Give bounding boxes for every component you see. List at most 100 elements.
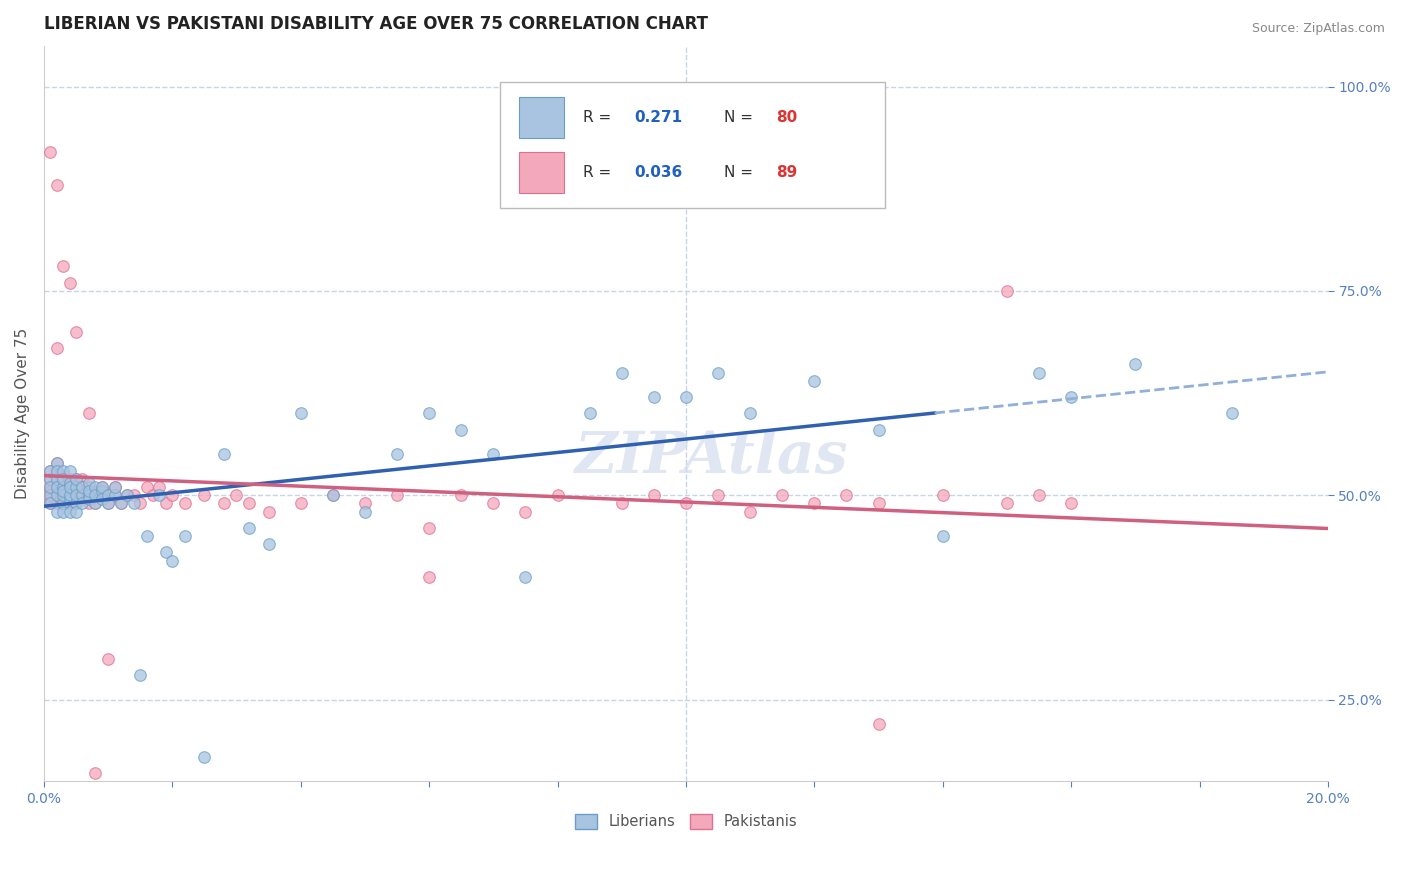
Point xyxy=(1125,358,1147,372)
Point xyxy=(932,529,955,543)
Point xyxy=(97,488,120,502)
Point xyxy=(1060,390,1083,404)
Point xyxy=(45,456,67,470)
Point xyxy=(418,407,440,421)
Point xyxy=(52,472,75,486)
Point xyxy=(65,496,87,510)
Point xyxy=(45,480,67,494)
Point xyxy=(129,668,152,682)
Point xyxy=(45,178,67,192)
Point xyxy=(52,484,75,499)
Point xyxy=(58,488,80,502)
Point xyxy=(58,496,80,510)
Point xyxy=(77,407,100,421)
Point xyxy=(39,484,62,499)
Point xyxy=(72,480,94,494)
Point xyxy=(72,488,94,502)
Point xyxy=(117,488,139,502)
Point xyxy=(1028,488,1050,502)
Point xyxy=(174,496,197,510)
Point xyxy=(257,505,280,519)
Point xyxy=(52,480,75,494)
Point xyxy=(52,488,75,502)
Text: N =: N = xyxy=(724,165,758,180)
Point xyxy=(84,766,107,780)
Point xyxy=(90,484,112,499)
Point xyxy=(39,492,62,507)
FancyBboxPatch shape xyxy=(519,97,564,137)
Point xyxy=(162,553,184,567)
Text: R =: R = xyxy=(583,110,616,125)
Point xyxy=(45,505,67,519)
Point xyxy=(995,496,1018,510)
Point xyxy=(52,492,75,507)
Point xyxy=(77,488,100,502)
Point xyxy=(90,492,112,507)
Point xyxy=(77,484,100,499)
Point xyxy=(39,472,62,486)
Point xyxy=(193,488,215,502)
Point xyxy=(84,488,107,502)
Point xyxy=(675,496,697,510)
Point xyxy=(58,505,80,519)
Point xyxy=(39,472,62,486)
Legend: Liberians, Pakistanis: Liberians, Pakistanis xyxy=(568,806,804,837)
Point xyxy=(97,651,120,665)
Point xyxy=(45,472,67,486)
Point xyxy=(174,529,197,543)
Point xyxy=(868,423,890,437)
Point xyxy=(212,447,235,461)
Point xyxy=(45,464,67,478)
Point xyxy=(610,366,633,380)
Point xyxy=(45,341,67,355)
Point xyxy=(58,276,80,290)
Point xyxy=(39,464,62,478)
Point xyxy=(643,390,665,404)
Point xyxy=(65,325,87,339)
FancyBboxPatch shape xyxy=(499,82,884,208)
Point xyxy=(39,488,62,502)
Point xyxy=(77,480,100,494)
Point xyxy=(58,475,80,490)
Point xyxy=(835,488,858,502)
Text: ZIPAtlas: ZIPAtlas xyxy=(575,429,848,486)
Point xyxy=(103,488,125,502)
Point xyxy=(148,480,170,494)
Point xyxy=(450,423,472,437)
Point xyxy=(97,496,120,510)
Point xyxy=(354,505,377,519)
Point xyxy=(122,496,145,510)
Point xyxy=(257,537,280,551)
Point xyxy=(39,496,62,510)
Point xyxy=(58,472,80,486)
Point xyxy=(97,488,120,502)
Point xyxy=(52,480,75,494)
Point xyxy=(65,472,87,486)
Point xyxy=(110,496,132,510)
Point xyxy=(58,480,80,494)
Point xyxy=(740,505,762,519)
Point xyxy=(90,480,112,494)
Point xyxy=(135,480,157,494)
Point xyxy=(72,488,94,502)
Point xyxy=(52,505,75,519)
Point xyxy=(1220,407,1243,421)
Point xyxy=(932,488,955,502)
Point xyxy=(77,488,100,502)
Point xyxy=(52,484,75,499)
Point xyxy=(52,496,75,510)
Point xyxy=(58,464,80,478)
Point xyxy=(868,496,890,510)
Y-axis label: Disability Age Over 75: Disability Age Over 75 xyxy=(15,328,30,500)
Point xyxy=(45,464,67,478)
Point xyxy=(142,488,165,502)
Point xyxy=(77,475,100,490)
Point xyxy=(72,496,94,510)
Point xyxy=(45,456,67,470)
Point xyxy=(39,145,62,159)
Point xyxy=(707,366,730,380)
Point xyxy=(39,480,62,494)
Point xyxy=(385,447,408,461)
Point xyxy=(45,480,67,494)
Point xyxy=(155,496,177,510)
